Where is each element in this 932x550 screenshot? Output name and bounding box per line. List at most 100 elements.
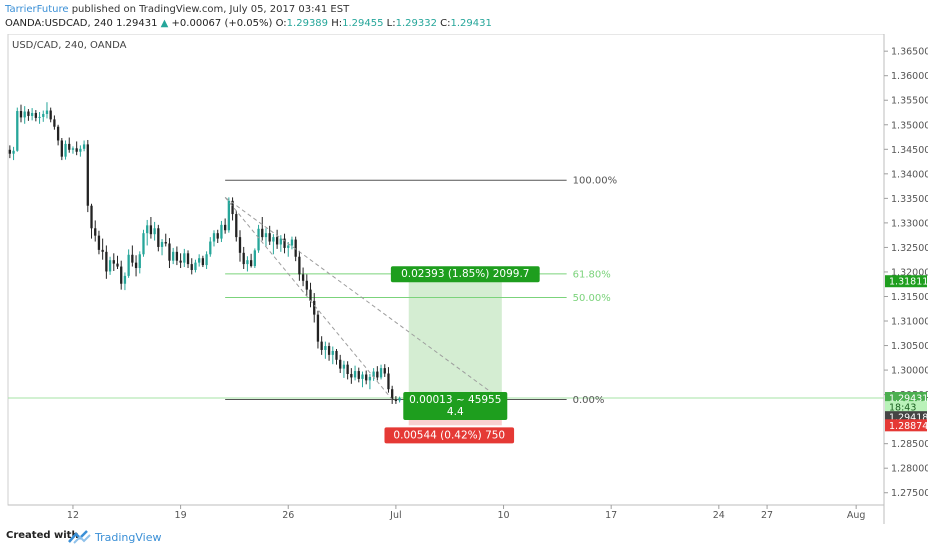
position-label: 0.00013 ~ 45955 (409, 394, 501, 406)
fib-level-label: 61.80% (573, 269, 611, 280)
x-tick-label: 27 (761, 510, 773, 521)
candle-body (82, 144, 86, 149)
candle-body (235, 214, 238, 238)
candle (227, 197, 231, 233)
candle-body (327, 346, 331, 355)
candle (34, 110, 37, 122)
candle-body (71, 148, 75, 150)
candle-body (123, 275, 127, 284)
candle-body (231, 200, 234, 215)
candle (287, 242, 290, 257)
candle-body (138, 254, 141, 269)
candle (16, 107, 19, 152)
chart-header: TarrierFuture published on TradingView.c… (0, 0, 932, 34)
candle-body (23, 111, 26, 118)
candle-body (372, 371, 375, 377)
candle (131, 245, 134, 267)
candle (138, 251, 141, 274)
candle-body (153, 228, 156, 235)
candle (168, 238, 171, 269)
candle-body (379, 368, 383, 378)
candle-body (198, 258, 201, 263)
price-chart[interactable]: USD/CAD, 240, OANDA 100.00%61.80%50.00%0… (4, 33, 930, 524)
candle (376, 366, 379, 381)
candle-body (60, 140, 63, 157)
x-tick-label: 19 (175, 510, 187, 521)
candle-body (183, 253, 186, 263)
y-tick-label: 1.32000 (891, 267, 928, 278)
y-tick-label: 1.30500 (891, 341, 928, 352)
change-arrow-icon: ▲ (160, 18, 169, 29)
author-link[interactable]: TarrierFuture (5, 4, 69, 15)
candle (75, 141, 78, 156)
candle (101, 238, 104, 260)
candle-body (168, 243, 171, 261)
candle-body (149, 225, 153, 235)
price-badge: 1.31811 (889, 277, 928, 288)
target-label-bg (390, 266, 540, 283)
candle-body (209, 241, 212, 255)
candle (56, 124, 60, 146)
candle (160, 239, 164, 256)
candle-body (108, 260, 112, 272)
target-zone (408, 281, 502, 398)
candle-body (242, 252, 245, 265)
candle-body (112, 260, 115, 264)
candle (268, 225, 271, 245)
candle (387, 367, 390, 393)
candle-body (357, 371, 360, 379)
candle (190, 258, 193, 275)
candle-body (172, 251, 175, 261)
candle (105, 245, 108, 279)
candle (142, 229, 145, 257)
candle-body (64, 143, 67, 157)
tradingview-brand[interactable]: TradingView (95, 531, 162, 544)
candle-body (387, 373, 390, 390)
candle (283, 233, 286, 254)
candle-body (42, 113, 45, 117)
candle-body (116, 263, 119, 267)
candle (108, 256, 112, 275)
candle-body (45, 110, 49, 114)
price-badge: 1.29431 (889, 393, 928, 404)
candle (391, 385, 394, 404)
candle-body (56, 126, 60, 141)
candle-body (290, 239, 294, 246)
last-price: 1.29431 (116, 18, 158, 29)
chart-legend: USD/CAD, 240, OANDA (12, 40, 127, 51)
candle (353, 365, 357, 381)
open-value: 1.29389 (286, 18, 329, 29)
candle (194, 259, 197, 273)
stop-label-bg (384, 427, 515, 444)
candle (123, 272, 127, 291)
candle (212, 230, 216, 247)
candle-body (49, 110, 52, 120)
candle-body (120, 266, 123, 284)
candle-body (53, 119, 56, 127)
candle (198, 254, 201, 267)
candle (49, 107, 52, 123)
candle-body (216, 233, 219, 239)
candle-body (253, 250, 256, 267)
x-tick-label: Jul (389, 510, 401, 521)
y-tick-label: 1.30000 (891, 366, 928, 377)
chart-area[interactable]: USD/CAD, 240, OANDA 100.00% 61.80% 50.00% 0… (4, 33, 930, 524)
candle (309, 282, 312, 308)
candle (298, 250, 301, 281)
candle-body (368, 376, 372, 381)
candle (94, 220, 97, 242)
candle (153, 221, 156, 241)
candle-body (268, 233, 271, 242)
candle-body (350, 374, 353, 378)
candle-body (342, 364, 346, 369)
y-tick-label: 1.36500 (891, 47, 928, 58)
y-tick-label: 1.35500 (891, 96, 928, 107)
x-tick-label: 24 (713, 510, 725, 521)
candle-body (16, 111, 19, 151)
candle (60, 138, 63, 161)
candle-body (220, 224, 223, 239)
candle (331, 346, 334, 365)
candle (398, 396, 401, 403)
candle-body (331, 350, 334, 355)
candle-body (68, 143, 71, 150)
